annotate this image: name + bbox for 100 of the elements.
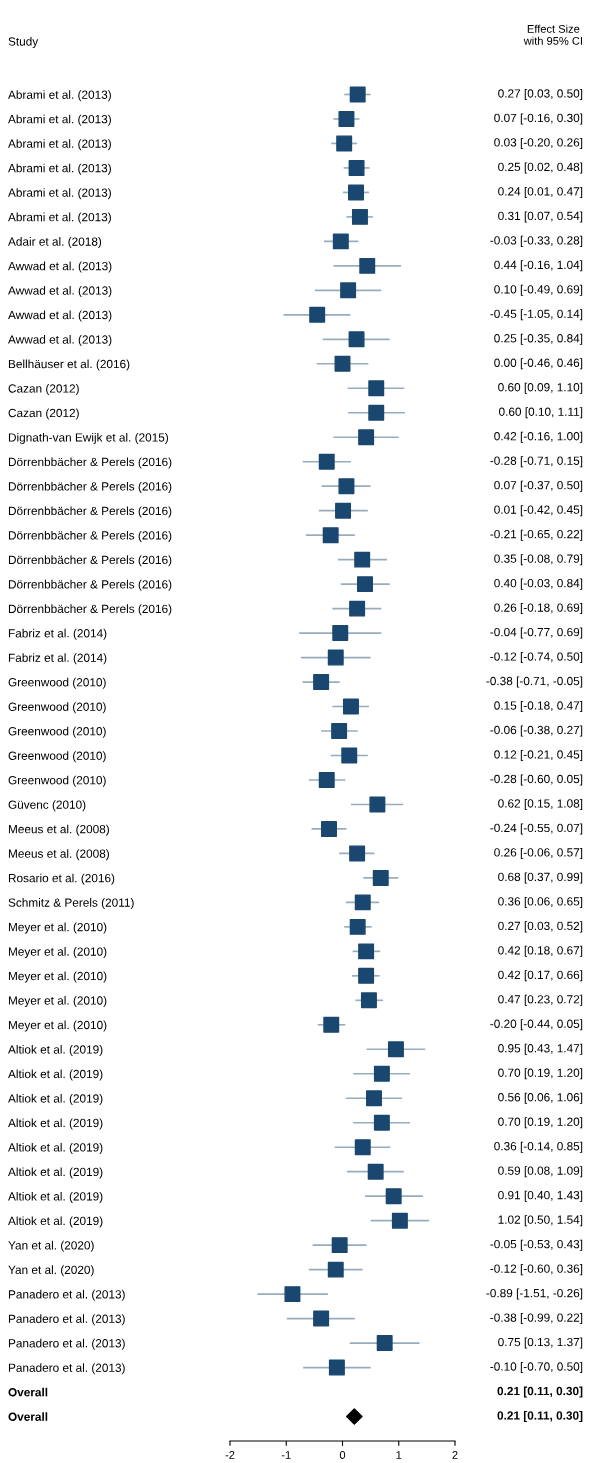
point — [358, 429, 375, 446]
point — [372, 869, 389, 886]
text: 0.60 [0.09, 1.10] — [498, 382, 583, 394]
text: -0.10 [-0.70, 0.50] — [490, 1362, 583, 1374]
text: 0.68 [0.37, 0.99] — [498, 872, 583, 884]
text: 0.36 [-0.14, 0.85] — [494, 1141, 583, 1153]
point — [327, 649, 344, 666]
point — [313, 1310, 330, 1327]
text: 0.60 [0.10, 1.11] — [499, 407, 583, 419]
text: 0.31 [0.07, 0.54] — [498, 211, 583, 223]
text: -0.38 [-0.99, 0.22] — [490, 1313, 583, 1325]
point — [376, 1335, 393, 1352]
text: -0.21 [-0.65, 0.22] — [490, 529, 583, 541]
y-tick-label: Altiok et al. (2019) — [8, 1191, 103, 1203]
text: -0.06 [-0.38, 0.27] — [490, 725, 583, 737]
point — [323, 1016, 340, 1033]
y-tick-label: Awwad et al. (2013) — [8, 286, 112, 298]
text: 0.03 [-0.20, 0.26] — [494, 137, 583, 149]
text: 0.26 [-0.18, 0.69] — [494, 603, 583, 615]
point — [348, 184, 364, 201]
point — [336, 135, 353, 152]
y-tick-label: Cazan (2012) — [8, 383, 79, 395]
point — [354, 1139, 371, 1156]
text: -0.38 [-0.71, -0.05] — [486, 676, 583, 688]
text: 0.07 [-0.37, 0.50] — [494, 480, 583, 492]
text: -0.12 [-0.74, 0.50] — [490, 652, 583, 664]
x-tick-label: 0 — [339, 1451, 346, 1459]
y-tick-label: Meyer et al. (2010) — [8, 971, 107, 983]
point — [358, 967, 375, 984]
y-tick-label: Dörrenbbächer & Perels (2016) — [8, 506, 172, 518]
y-tick-label: Meyer et al. (2010) — [8, 947, 107, 959]
text: 0.62 [0.15, 1.08] — [498, 798, 583, 810]
text: -0.05 [-0.53, 0.43] — [490, 1239, 583, 1251]
y-tick-label: Dörrenbbächer & Perels (2016) — [8, 530, 172, 542]
point — [368, 404, 385, 421]
text: -0.20 [-0.44, 0.05] — [490, 1019, 583, 1031]
text: 0.40 [-0.03, 0.84] — [494, 578, 583, 590]
y-tick-label: Abrami et al. (2013) — [8, 139, 111, 151]
y-tick-label: Adair et al. (2018) — [8, 237, 102, 249]
point — [360, 992, 377, 1009]
text: 0.07 [-0.16, 0.30] — [494, 113, 583, 125]
y-tick-label: Greenwood (2010) — [8, 702, 106, 714]
point — [385, 1188, 402, 1205]
x-tick-label: 1 — [396, 1451, 402, 1459]
y-tick-label: Bellhäuser et al. (2016) — [8, 359, 130, 371]
y-tick-label: Panadero et al. (2013) — [8, 1314, 125, 1326]
y-tick-label: Greenwood (2010) — [8, 751, 106, 763]
y-tick-label: Overall — [8, 1412, 48, 1421]
x-tick-label: -2 — [225, 1451, 235, 1459]
y-tick-label: Schmitz & Perels (2011) — [8, 898, 134, 910]
point — [391, 1212, 408, 1229]
text: 0.01 [-0.42, 0.45] — [494, 505, 583, 517]
text: -0.45 [-1.05, 0.14] — [490, 309, 583, 321]
point — [366, 1090, 382, 1107]
point — [334, 355, 351, 372]
point — [349, 86, 366, 103]
point — [338, 478, 355, 495]
text: Effect Size with 95% CI — [523, 24, 582, 45]
text: 0.75 [0.13, 1.37] — [498, 1337, 583, 1349]
point — [335, 502, 352, 519]
y-tick-label: Meeus et al. (2008) — [8, 824, 109, 836]
text: 0.25 [-0.35, 0.84] — [494, 333, 583, 345]
text: 0.12 [-0.21, 0.45] — [494, 750, 583, 761]
point — [354, 551, 371, 568]
y-tick-label: Abrami et al. (2013) — [8, 114, 111, 126]
y-tick-label: Dörrenbbächer & Perels (2016) — [8, 579, 172, 591]
text: -0.12 [-0.60, 0.36] — [490, 1264, 583, 1276]
point — [340, 282, 357, 299]
point — [327, 1261, 344, 1278]
point — [373, 1065, 390, 1082]
text: 0.10 [-0.49, 0.69] — [494, 284, 583, 296]
text: 0.35 [-0.08, 0.79] — [494, 554, 583, 566]
y-tick-label: Fabriz et al. (2014) — [8, 653, 107, 665]
x-tick-label: -1 — [281, 1451, 291, 1459]
text: 0.36 [0.06, 0.65] — [498, 896, 583, 908]
point — [322, 527, 339, 544]
point — [373, 1114, 390, 1131]
point — [321, 820, 337, 837]
y-tick-label: Abrami et al. (2013) — [8, 163, 111, 175]
y-tick-label: Meyer et al. (2010) — [8, 922, 107, 934]
y-tick-label: Greenwood (2010) — [8, 726, 106, 738]
text: 0.70 [0.19, 1.20] — [498, 1068, 583, 1080]
y-tick-label: Awwad et al. (2013) — [8, 335, 112, 347]
text: 0.42 [0.18, 0.67] — [498, 945, 583, 957]
point — [349, 845, 366, 862]
point — [367, 1163, 384, 1180]
text: 0.91 [0.40, 1.43] — [498, 1190, 583, 1202]
y-tick-label: Yan et al. (2020) — [8, 1240, 94, 1252]
text: -0.04 [-0.77, 0.69] — [490, 627, 583, 639]
point — [338, 110, 355, 127]
y-tick-label: Dörrenbbächer & Perels (2016) — [8, 457, 172, 469]
text: -0.24 [-0.55, 0.07] — [490, 823, 583, 835]
point — [348, 159, 365, 176]
point — [318, 453, 335, 470]
y-tick-label: Dörrenbbächer & Perels (2016) — [8, 481, 172, 493]
y-tick-label: Altiok et al. (2019) — [8, 1118, 103, 1130]
y-tick-label: Meyer et al. (2010) — [8, 996, 107, 1008]
point — [349, 918, 366, 935]
y-tick-label: Meyer et al. (2010) — [8, 1020, 107, 1032]
point — [368, 380, 385, 397]
